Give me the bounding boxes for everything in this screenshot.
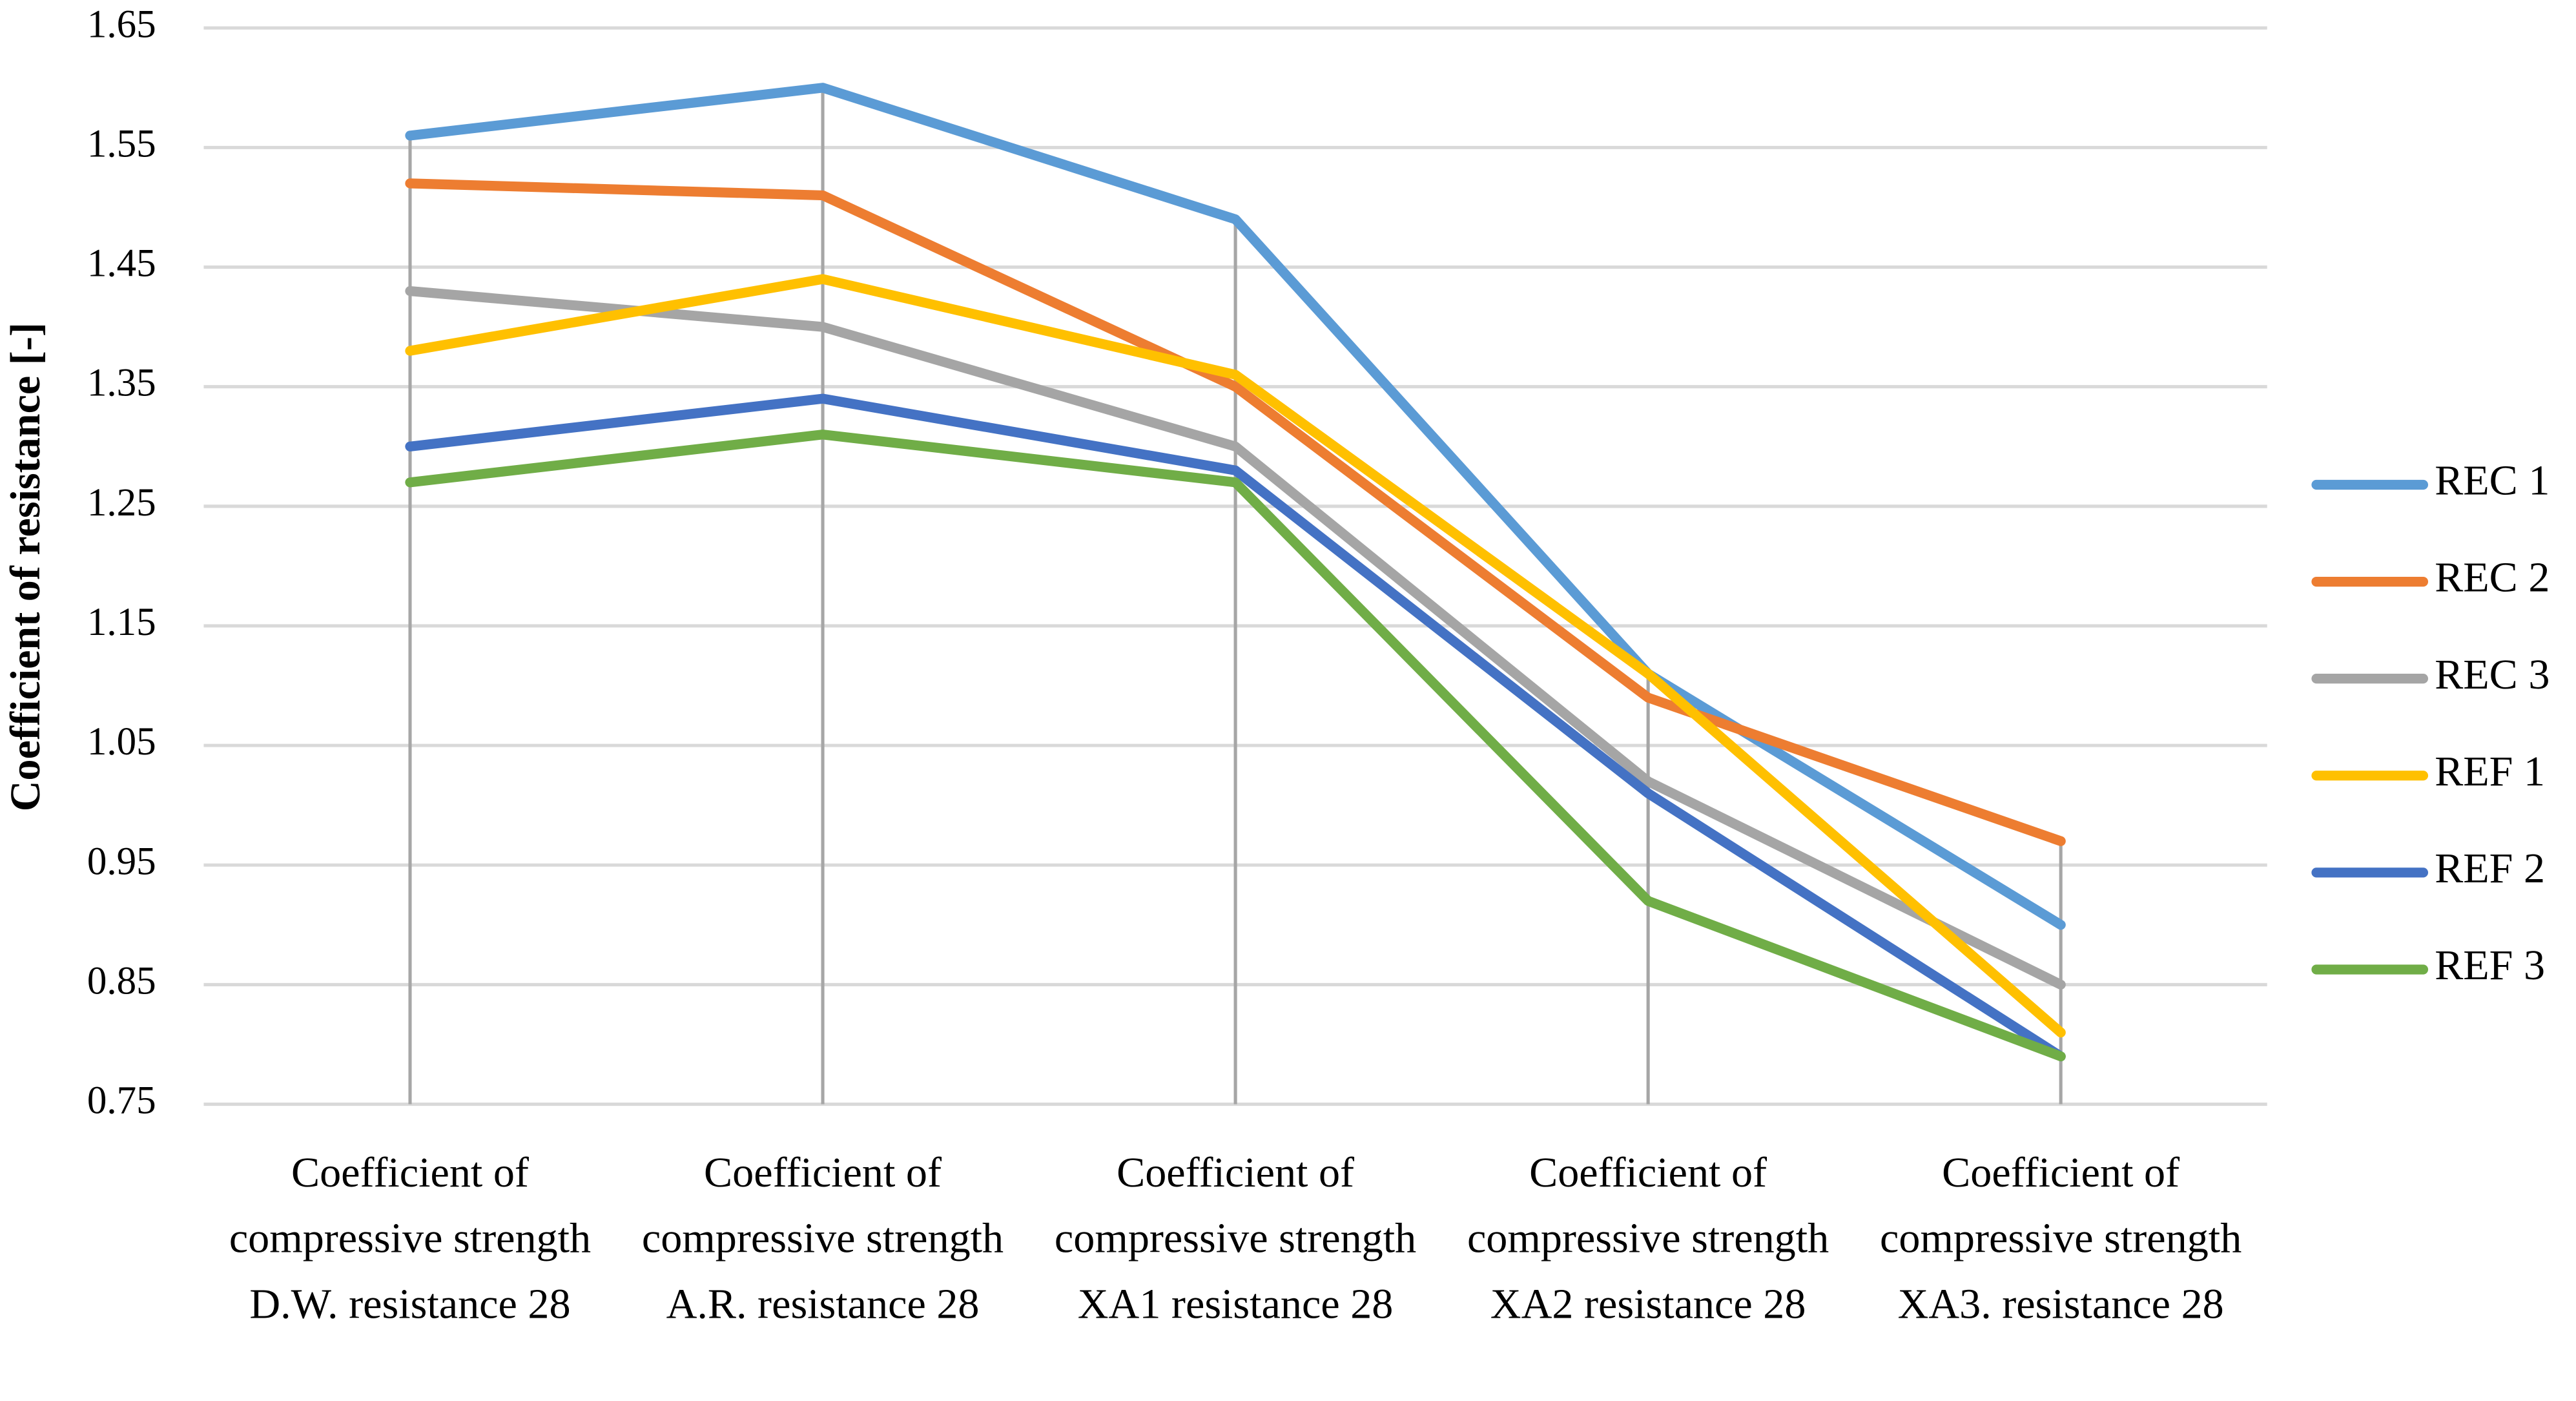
x-tick-label: Coefficient of compressive strength XA3.… [1880,1148,2242,1328]
series-line [405,430,2066,1062]
legend-label: REF 2 [2435,845,2545,892]
y-tick-label: 1.35 [87,362,156,405]
legend-label: REF 3 [2435,942,2545,989]
series-line [405,285,2066,990]
legend-label: REF 1 [2435,748,2545,795]
y-axis-label: Coefficient of resistance [-] [2,322,49,811]
y-tick-label: 1.55 [87,122,156,165]
y-tick-label: 0.95 [87,840,156,883]
series-line [405,83,2066,930]
y-tick-label: 1.65 [87,3,156,46]
x-tick-label: Coefficient of compressive strength A.R.… [641,1148,1004,1328]
legend-label: REC 2 [2435,554,2550,601]
series-line [405,274,2066,1038]
x-tick-label: Coefficient of compressive strength D.W.… [229,1148,592,1328]
y-tick-label: 1.05 [87,720,156,763]
legend-label: REC 1 [2435,457,2550,504]
series-line [405,178,2066,846]
x-tick-label-box: Coefficient of compressive strength XA2 … [1467,1148,1829,1328]
x-tick-label: Coefficient of compressive strength XA2 … [1467,1148,1829,1328]
y-tick-label: 0.85 [87,959,156,1002]
legend-label: REC 3 [2435,651,2550,698]
y-tick-label: 1.15 [87,601,156,644]
series-line [405,393,2066,1062]
x-tick-label-box: Coefficient of compressive strength D.W.… [229,1148,592,1328]
x-tick-label-box: Coefficient of compressive strength XA1 … [1054,1148,1417,1328]
x-tick-label-box: Coefficient of compressive strength A.R.… [641,1148,1004,1328]
y-tick-label: 1.25 [87,481,156,524]
y-tick-label: 1.45 [87,242,156,285]
x-tick-label-box: Coefficient of compressive strength XA3.… [1880,1148,2242,1328]
x-tick-label: Coefficient of compressive strength XA1 … [1054,1148,1417,1328]
y-tick-label: 0.75 [87,1079,156,1123]
